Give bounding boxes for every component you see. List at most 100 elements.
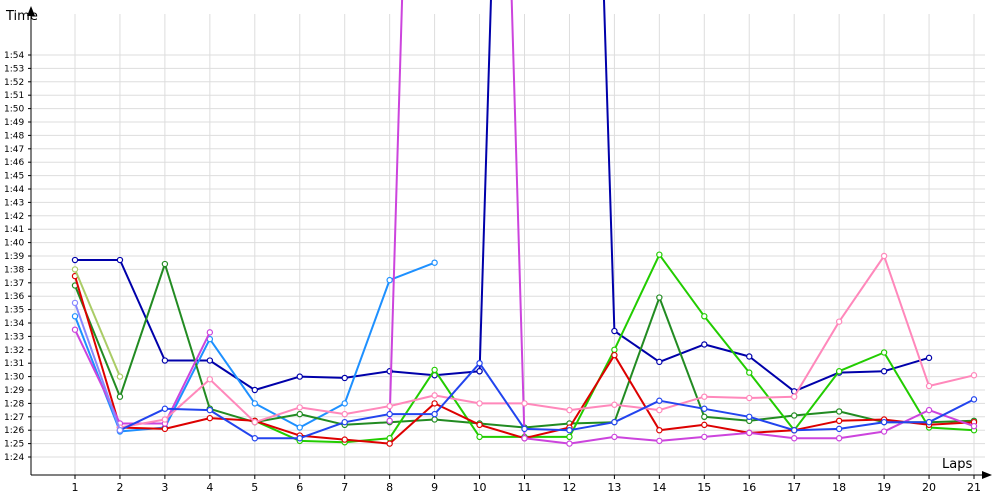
x-tick-label: 20 xyxy=(922,481,936,494)
data-point xyxy=(161,425,169,433)
y-tick-label: 1:54 xyxy=(4,51,24,61)
x-tick-label: 18 xyxy=(832,481,846,494)
data-point xyxy=(206,357,214,364)
data-point xyxy=(206,414,214,422)
y-tick-label: 1:29 xyxy=(4,386,24,396)
y-tick-label: 1:26 xyxy=(4,426,24,436)
x-axis-arrow-icon xyxy=(982,471,992,479)
data-point xyxy=(880,252,888,260)
y-tick-label: 1:37 xyxy=(4,279,24,289)
data-point xyxy=(71,313,79,320)
x-tick-label: 14 xyxy=(652,481,666,494)
data-point xyxy=(791,435,798,442)
data-point xyxy=(251,435,258,442)
data-point xyxy=(701,405,708,412)
data-point xyxy=(656,397,663,404)
y-tick-label: 1:52 xyxy=(4,78,24,88)
data-point xyxy=(476,368,483,375)
data-point xyxy=(71,256,79,264)
data-point xyxy=(970,422,978,430)
y-tick-label: 1:44 xyxy=(4,185,24,195)
data-point xyxy=(296,373,303,380)
y-axis-arrow-icon xyxy=(27,6,35,16)
data-point xyxy=(566,427,573,434)
data-point xyxy=(431,410,438,418)
data-point xyxy=(970,372,978,379)
y-tick-label: 1:28 xyxy=(4,399,24,409)
x-tick-label: 7 xyxy=(341,481,348,494)
series-lines xyxy=(71,0,978,447)
data-point xyxy=(161,357,169,364)
x-tick-label: 6 xyxy=(296,481,303,494)
data-point xyxy=(386,435,393,442)
x-tick-label: 12 xyxy=(562,481,576,494)
data-point xyxy=(746,369,753,376)
y-tick-label: 1:53 xyxy=(4,64,24,74)
data-point xyxy=(566,433,573,441)
data-point xyxy=(386,440,393,447)
y-tick-label: 1:50 xyxy=(4,105,24,115)
x-tick-label: 13 xyxy=(607,481,621,494)
data-point xyxy=(521,400,528,407)
data-point xyxy=(656,294,663,301)
data-point xyxy=(71,266,79,273)
data-point xyxy=(476,400,483,407)
data-point xyxy=(161,260,169,268)
x-tick-label: 17 xyxy=(787,481,801,494)
y-tick-label: 1:25 xyxy=(4,440,24,450)
data-point xyxy=(791,412,798,419)
data-point xyxy=(251,418,258,426)
y-tick-label: 1:34 xyxy=(4,319,24,329)
series-9 xyxy=(386,0,528,442)
series-10 xyxy=(116,252,978,431)
x-tick-label: 5 xyxy=(251,481,258,494)
data-point xyxy=(656,437,663,445)
x-tick-label: 15 xyxy=(697,481,711,494)
series-line xyxy=(119,362,975,440)
data-point xyxy=(341,410,348,418)
x-tick-label: 2 xyxy=(116,481,123,494)
data-point xyxy=(431,400,438,407)
series-line xyxy=(74,269,121,377)
y-tick-label: 1:40 xyxy=(4,239,24,249)
data-point xyxy=(701,421,708,429)
y-tick-label: 1:43 xyxy=(4,198,24,208)
data-point xyxy=(835,417,843,425)
data-point xyxy=(386,410,393,418)
data-point xyxy=(296,404,303,411)
y-tick-label: 1:33 xyxy=(4,332,24,342)
data-point xyxy=(656,406,663,414)
x-tick-label: 21 xyxy=(967,481,981,494)
data-point xyxy=(791,393,798,400)
data-point xyxy=(476,360,483,367)
data-point xyxy=(566,406,573,414)
y-tick-label: 1:41 xyxy=(4,225,24,235)
data-point xyxy=(746,413,753,420)
data-point xyxy=(521,425,528,433)
data-point xyxy=(656,427,663,434)
data-point xyxy=(296,435,303,442)
data-point xyxy=(386,417,393,425)
series-line xyxy=(119,255,975,429)
data-point xyxy=(880,368,888,375)
y-tick-label: 1:48 xyxy=(4,131,24,141)
data-point xyxy=(925,354,933,362)
x-tick-label: 11 xyxy=(518,481,532,494)
data-point xyxy=(206,329,214,336)
data-point xyxy=(476,433,483,441)
series-0 xyxy=(71,256,483,394)
data-point xyxy=(611,418,618,426)
series-3 xyxy=(71,260,214,412)
data-point xyxy=(746,394,753,402)
y-tick-label: 1:46 xyxy=(4,158,24,168)
data-point xyxy=(116,373,124,380)
y-tick-label: 1:31 xyxy=(4,359,24,369)
data-point xyxy=(611,433,618,441)
x-tick-label: 3 xyxy=(161,481,168,494)
data-point xyxy=(835,435,843,442)
data-point xyxy=(701,433,708,441)
y-tick-label: 1:38 xyxy=(4,265,24,275)
data-point xyxy=(521,435,528,442)
data-point xyxy=(835,318,843,325)
